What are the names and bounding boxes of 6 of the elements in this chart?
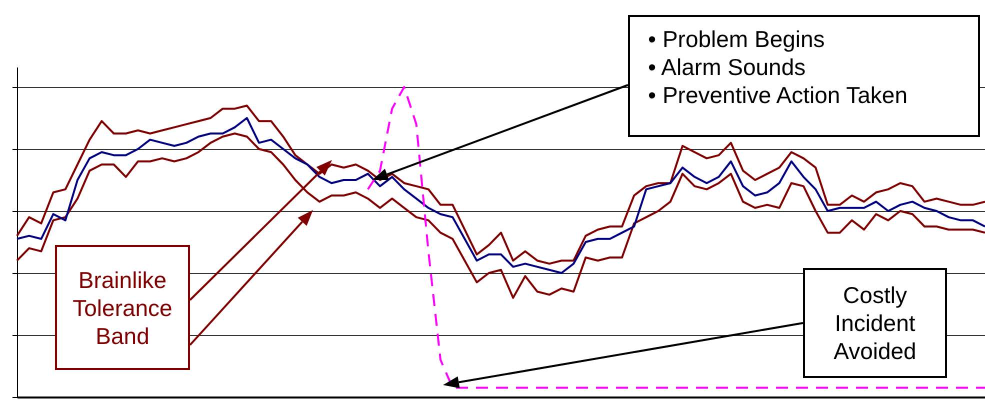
annotation: Brainlike Tolerance Band [72, 266, 174, 350]
callout-box: Costly Incident Avoided [803, 268, 947, 378]
annotation: Costly Incident Avoided [832, 281, 918, 365]
annotation: • Preventive Action Taken [648, 81, 909, 109]
callout-box: Brainlike Tolerance Band [55, 245, 190, 370]
callout-box: • Problem Begins • Alarm Sounds • Preventive Action Taken [628, 15, 980, 137]
